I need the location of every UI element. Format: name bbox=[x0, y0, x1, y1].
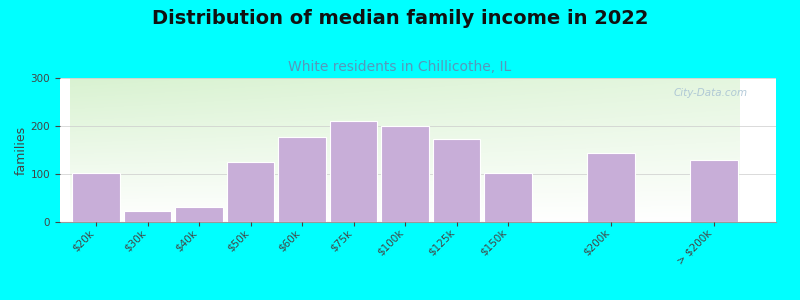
Bar bbox=[587, 153, 635, 222]
Text: White residents in Chillicothe, IL: White residents in Chillicothe, IL bbox=[288, 60, 512, 74]
Bar bbox=[227, 162, 274, 222]
Bar bbox=[330, 121, 378, 222]
Text: Distribution of median family income in 2022: Distribution of median family income in … bbox=[152, 9, 648, 28]
Text: City-Data.com: City-Data.com bbox=[674, 88, 747, 98]
Bar bbox=[175, 207, 222, 222]
Bar bbox=[278, 136, 326, 222]
Y-axis label: families: families bbox=[15, 125, 28, 175]
Bar bbox=[124, 212, 171, 222]
Bar bbox=[690, 160, 738, 222]
Bar bbox=[433, 139, 480, 222]
Bar bbox=[72, 172, 120, 222]
Bar bbox=[382, 126, 429, 222]
Bar bbox=[485, 172, 532, 222]
